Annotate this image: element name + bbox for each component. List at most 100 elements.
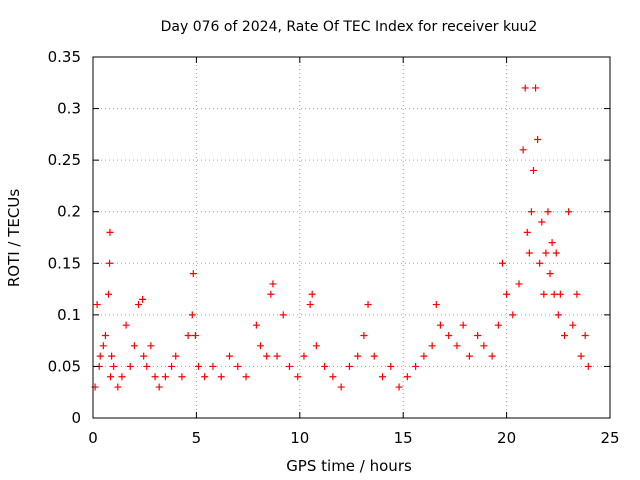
data-point [209,362,217,370]
data-point [556,290,564,298]
data-point [534,136,542,144]
data-point [548,239,556,247]
data-point [217,373,225,381]
data-point [523,228,531,236]
data-point [379,373,387,381]
data-point [428,342,436,350]
data-point [130,342,138,350]
data-point [242,373,250,381]
data-point [459,321,467,329]
data-point [151,373,159,381]
data-point [312,342,320,350]
data-point [321,362,329,370]
data-point [412,362,420,370]
data-point [285,362,293,370]
data-point [143,362,151,370]
x-axis-label: GPS time / hours [286,457,412,475]
data-point [106,259,114,267]
data-point [364,301,372,309]
data-point [577,352,585,360]
data-point [269,280,277,288]
data-point [101,331,109,339]
data-point [99,342,107,350]
data-point [329,373,337,381]
data-point [114,383,122,391]
data-point [521,84,529,92]
data-point [108,352,116,360]
data-point [569,321,577,329]
y-axis-label: ROTI / TECUs [5,189,23,287]
x-tick-label: 20 [497,429,516,447]
x-tick-label: 5 [192,429,202,447]
data-point [188,311,196,319]
data-point [554,311,562,319]
data-point [189,270,197,278]
plot-frame [92,56,611,419]
data-point [403,373,411,381]
data-point [106,228,114,236]
data-point [294,373,302,381]
data-point [300,352,308,360]
data-point [544,208,552,216]
data-point [395,383,403,391]
data-point [436,321,444,329]
data-point [360,331,368,339]
data-point [273,352,281,360]
data-point [147,342,155,350]
data-point [527,208,535,216]
data-point [172,352,180,360]
data-point [168,362,176,370]
grid-lines [93,57,610,418]
data-point [565,208,573,216]
data-point [252,321,260,329]
data-point [118,373,126,381]
data-point [96,352,104,360]
data-point [122,321,130,329]
data-point [453,342,461,350]
data-point [354,352,362,360]
data-point [93,301,101,309]
data-point [257,342,265,350]
data-point [191,331,199,339]
data-point [161,373,169,381]
x-tick-label: 10 [290,429,309,447]
data-point [279,311,287,319]
data-point [546,270,554,278]
x-tick-label: 25 [600,429,619,447]
data-point [308,290,316,298]
data-point [110,362,118,370]
data-point [536,259,544,267]
data-point [126,362,134,370]
y-tick-label: 0.05 [48,357,81,375]
data-point [420,352,428,360]
data-point [509,311,517,319]
data-point [267,290,275,298]
x-tick-label: 0 [88,429,98,447]
y-tick-label: 0.15 [48,254,81,272]
data-point [532,84,540,92]
data-point [234,362,242,370]
data-point [584,362,592,370]
data-point [155,383,163,391]
data-point [573,290,581,298]
data-point [387,362,395,370]
data-point [337,383,345,391]
data-point [178,373,186,381]
data-point [525,249,533,257]
x-tick-label: 15 [394,429,413,447]
data-point [552,249,560,257]
data-point [134,301,142,309]
data-point [263,352,271,360]
data-point [519,146,527,154]
data-points [91,84,592,391]
data-point [139,295,147,303]
data-point [225,352,233,360]
y-tick-label: 0 [71,409,81,427]
data-point [498,259,506,267]
data-point [465,352,473,360]
data-point [107,373,115,381]
data-point [105,290,113,298]
data-point [184,331,192,339]
